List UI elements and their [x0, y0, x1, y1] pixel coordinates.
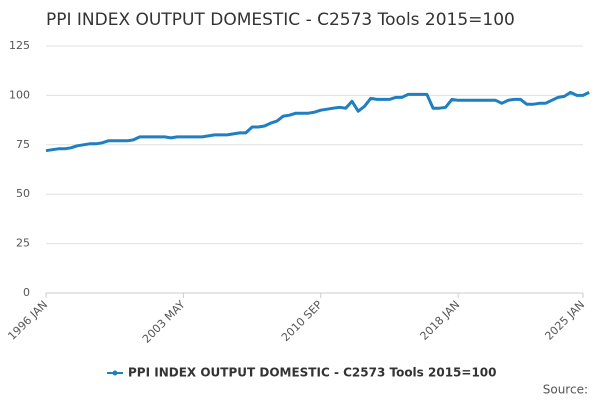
- chart-title: PPI INDEX OUTPUT DOMESTIC - C2573 Tools …: [46, 10, 515, 30]
- x-tick-label: 2003 MAY: [140, 298, 188, 346]
- x-tick-label: 2025 JAN: [542, 298, 587, 343]
- x-tick-label: 2010 SEP: [279, 298, 325, 344]
- source: Source:: [543, 383, 588, 397]
- x-tick-label: 2018 JAN: [418, 298, 463, 343]
- legend-label: PPI INDEX OUTPUT DOMESTIC - C2573 Tools …: [128, 366, 497, 380]
- series-line: [45, 90, 590, 153]
- y-tick-label: 0: [23, 286, 30, 299]
- legend-marker: [112, 370, 118, 376]
- y-tick-label: 50: [16, 187, 30, 200]
- x-tick-label: 1996 JAN: [5, 298, 50, 343]
- y-tick-label: 75: [16, 138, 30, 151]
- y-tick-label: 125: [9, 39, 30, 52]
- y-tick-label: 100: [9, 88, 30, 101]
- y-tick-label: 25: [16, 237, 30, 250]
